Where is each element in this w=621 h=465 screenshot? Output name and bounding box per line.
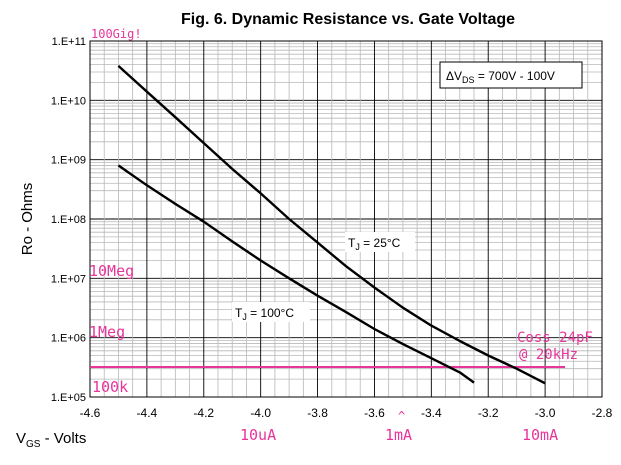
- x-tick-label: -4.0: [250, 406, 271, 420]
- legend-box: [439, 61, 583, 89]
- annotation-frequency: @ 20kHz: [519, 347, 578, 363]
- x-tick-label: -4.2: [193, 406, 214, 420]
- series-line-100c: [117, 164, 475, 384]
- x-tick-label: -4.4: [137, 406, 158, 420]
- annotation-coss: Coss 24pF: [517, 330, 593, 346]
- x-tick-label: -3.8: [307, 406, 328, 420]
- chart-title: Fig. 6. Dynamic Resistance vs. Gate Volt…: [181, 11, 515, 28]
- x-tick-label: -3.2: [478, 406, 499, 420]
- y-tick-label: 1.E+07: [51, 273, 86, 285]
- annotation-caret: ^: [398, 409, 405, 423]
- series-line-25c: [117, 65, 546, 385]
- annotations: 100Gig! 10Meg 1Meg 100k Coss 24pF @ 20kH…: [89, 27, 593, 444]
- x-axis-label: VGS - Volts: [16, 430, 86, 450]
- x-tick-label: -3.4: [421, 406, 442, 420]
- annotation-10ua: 10uA: [240, 426, 276, 444]
- x-tick-label: -2.8: [592, 406, 613, 420]
- x-tick-label: -3.6: [364, 406, 385, 420]
- series-label-100c-bg: [232, 302, 310, 322]
- y-axis-tick-labels: 1.E+05 1.E+06 1.E+07 1.E+08 1.E+09 1.E+10 1.E+…: [51, 36, 86, 404]
- series-label-100c: TJ = 100°C: [235, 306, 294, 322]
- series-label-25c: TJ = 25°C: [348, 236, 401, 252]
- x-tick-label: -4.6: [80, 406, 101, 420]
- y-tick-label: 1.E+10: [51, 95, 86, 107]
- annotation-10ma: 10mA: [522, 426, 558, 444]
- grid: [89, 40, 603, 398]
- series-label-25c-bg: [345, 232, 415, 252]
- annotation-100k: 100k: [92, 378, 128, 396]
- y-tick-label: 1.E+05: [51, 392, 86, 404]
- y-tick-label: 1.E+08: [51, 214, 86, 226]
- y-tick-label: 1.E+09: [51, 155, 86, 167]
- y-axis-label: Ro - Ohms: [19, 183, 36, 256]
- annotation-giga: 100Gig!: [91, 27, 142, 41]
- legend-box-label: ΔVDS = 700V - 100V: [446, 69, 555, 85]
- annotation-1ma: 1mA: [385, 426, 412, 444]
- annotation-10meg: 10Meg: [89, 262, 134, 280]
- series-group: [117, 65, 546, 385]
- plot-frame: [89, 40, 603, 398]
- annotation-1meg: 1Meg: [89, 323, 125, 341]
- y-tick-label: 1.E+11: [52, 36, 86, 48]
- x-tick-label: -3.0: [535, 406, 556, 420]
- y-tick-label: 1.E+06: [51, 333, 86, 345]
- x-axis-tick-labels: -4.6 -4.4 -4.2 -4.0 -3.8 -3.6 -3.4 -3.2 -3.0 -2.8: [80, 406, 613, 420]
